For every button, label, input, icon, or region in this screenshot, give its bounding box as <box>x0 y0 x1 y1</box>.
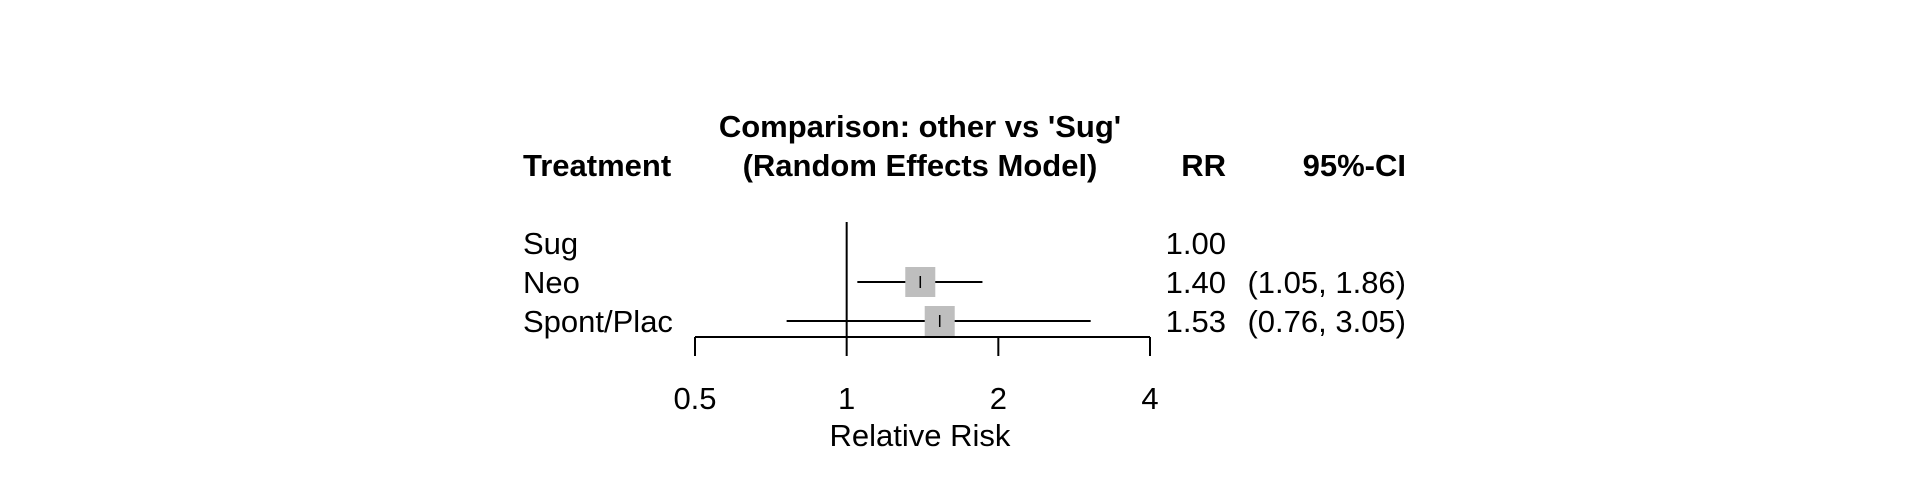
treatment-column-header: Treatment <box>523 148 671 183</box>
treatment-label: Sug <box>523 226 578 261</box>
chart-subtitle: (Random Effects Model) <box>743 148 1098 183</box>
x-tick-label: 1 <box>838 381 855 416</box>
treatment-label: Spont/Plac <box>523 304 673 339</box>
x-axis: 0.5 1 2 4 <box>673 336 1159 416</box>
ci-value: (1.05, 1.86) <box>1247 265 1406 300</box>
ci-column-header: 95%-CI <box>1303 148 1406 183</box>
x-tick-label: 2 <box>990 381 1007 416</box>
x-tick-label: 4 <box>1141 381 1158 416</box>
rr-value: 1.00 <box>1166 226 1226 261</box>
chart-title: Comparison: other vs 'Sug' <box>719 109 1121 144</box>
rr-column-header: RR <box>1181 148 1226 183</box>
x-axis-label: Relative Risk <box>830 418 1011 453</box>
rr-value: 1.53 <box>1166 304 1226 339</box>
x-tick-label: 0.5 <box>673 381 716 416</box>
treatment-label: Neo <box>523 265 580 300</box>
rr-value: 1.40 <box>1166 265 1226 300</box>
study-rows: Sug 1.00 Neo 1.40 (1.05, 1.86) Spont/Plac 1.53… <box>523 226 1406 339</box>
plot-marks <box>786 222 1091 337</box>
ci-value: (0.76, 3.05) <box>1247 304 1406 339</box>
